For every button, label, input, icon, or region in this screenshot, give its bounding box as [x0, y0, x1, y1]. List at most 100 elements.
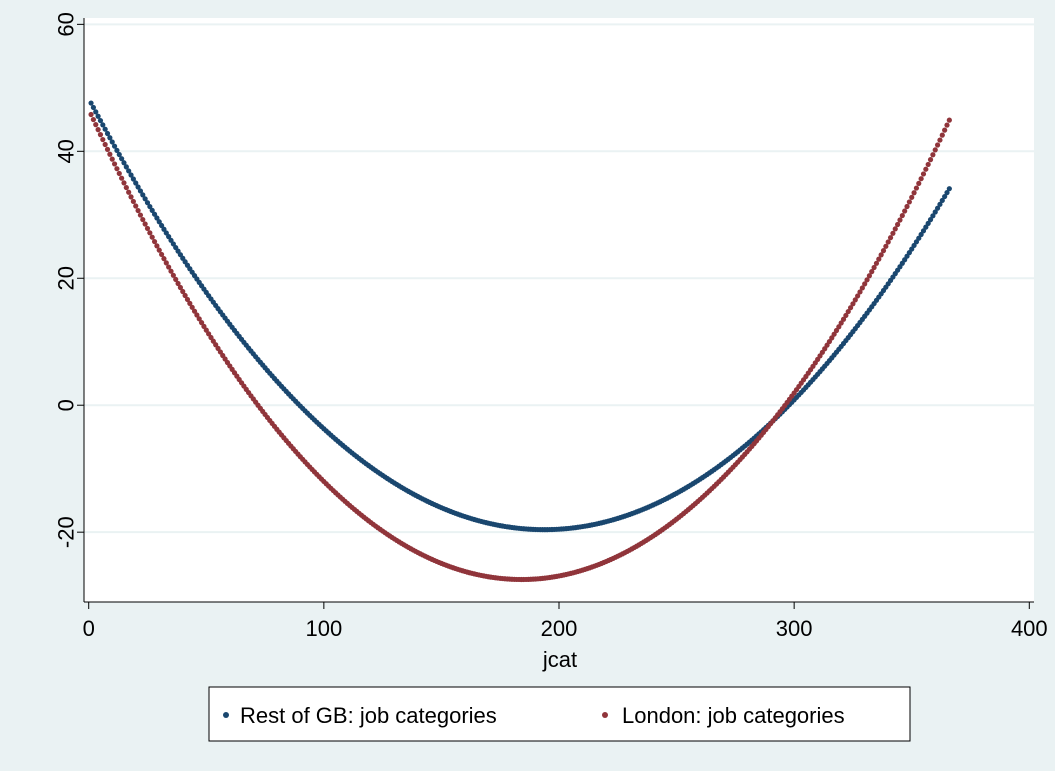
data-point: [175, 280, 181, 287]
series-0: [88, 100, 952, 533]
data-point: [121, 180, 127, 186]
data-point: [102, 126, 108, 132]
data-point: [109, 156, 115, 162]
data-point: [836, 324, 842, 330]
data-point: [166, 264, 172, 270]
data-point: [937, 137, 943, 143]
data-point: [918, 231, 924, 238]
data-point: [833, 327, 840, 334]
data-point: [90, 104, 97, 111]
x-axis-title: jcat: [542, 647, 577, 672]
data-point: [909, 194, 915, 200]
data-point: [840, 316, 847, 322]
data-point: [934, 205, 941, 211]
data-point: [100, 136, 106, 143]
data-point: [107, 135, 113, 141]
data-point: [855, 293, 861, 299]
data-point: [864, 277, 870, 283]
data-point: [161, 226, 167, 232]
y-tick-label: 20: [54, 266, 79, 290]
data-point: [137, 188, 144, 194]
data-point: [156, 247, 162, 253]
data-point: [93, 122, 99, 128]
data-point: [873, 260, 880, 266]
data-point: [899, 212, 905, 219]
data-point: [942, 193, 948, 200]
data-point: [142, 196, 148, 202]
data-point: [866, 273, 872, 279]
data-point: [128, 194, 134, 200]
data-point: [95, 113, 101, 119]
data-point: [850, 301, 856, 307]
data-point: [939, 132, 945, 138]
data-point: [182, 292, 188, 299]
data-point: [161, 256, 167, 262]
data-point: [107, 151, 113, 157]
data-point: [111, 143, 118, 149]
data-point: [123, 164, 129, 170]
legend-label-london: London: job categories: [622, 703, 845, 728]
x-tick-label: 400: [1011, 616, 1048, 641]
data-point: [923, 224, 929, 230]
data-point: [932, 209, 938, 215]
data-point: [114, 166, 120, 172]
x-tick-label: 100: [305, 616, 342, 641]
data-point: [876, 256, 882, 262]
data-point: [154, 243, 160, 249]
data-point: [892, 226, 898, 232]
data-point: [114, 147, 120, 153]
data-point: [932, 147, 938, 153]
axes: -20 0 20 40 60 0 100 200 300 400: [54, 12, 1048, 641]
y-tick-label: 40: [54, 139, 79, 163]
data-point: [133, 180, 139, 186]
data-point: [130, 198, 136, 205]
data-point: [154, 215, 160, 221]
data-point: [144, 225, 151, 232]
data-point: [201, 323, 207, 329]
data-point: [147, 203, 153, 210]
data-point: [100, 122, 106, 128]
data-point: [163, 230, 169, 236]
data-point: [97, 117, 104, 124]
data-point: [180, 288, 186, 295]
data-point: [135, 184, 141, 190]
data-point: [151, 211, 158, 217]
data-point: [203, 327, 209, 333]
data-point: [925, 220, 931, 226]
data-point: [843, 312, 849, 319]
data-point: [126, 168, 132, 174]
data-point: [904, 203, 910, 210]
legend-marker-london: [602, 712, 608, 718]
legend-marker-rest-of-gb: [223, 712, 229, 718]
data-point: [102, 141, 108, 148]
data-point: [189, 304, 195, 310]
data-point: [925, 161, 931, 168]
data-point: [920, 171, 927, 177]
data-point: [895, 221, 901, 228]
data-point: [137, 212, 144, 218]
data-point: [109, 139, 115, 145]
data-point: [937, 201, 943, 207]
data-point: [944, 122, 950, 128]
data-point: [90, 116, 97, 123]
data-point: [140, 192, 146, 198]
x-tick-label: 200: [541, 616, 578, 641]
data-point: [862, 281, 868, 287]
data-point: [123, 184, 129, 191]
data-point: [142, 221, 148, 227]
data-point: [128, 172, 134, 178]
data-point: [147, 230, 153, 236]
data-point: [880, 248, 887, 254]
data-point: [168, 268, 174, 274]
y-tick-label: 60: [54, 12, 79, 36]
data-point: [170, 272, 176, 278]
data-point: [847, 305, 854, 311]
data-point: [871, 264, 877, 271]
data-point: [177, 284, 184, 291]
data-point: [939, 197, 945, 204]
data-point: [133, 203, 139, 209]
data-point: [902, 208, 908, 214]
data-point: [88, 111, 94, 118]
data-point: [184, 296, 191, 303]
data-point: [857, 289, 863, 295]
